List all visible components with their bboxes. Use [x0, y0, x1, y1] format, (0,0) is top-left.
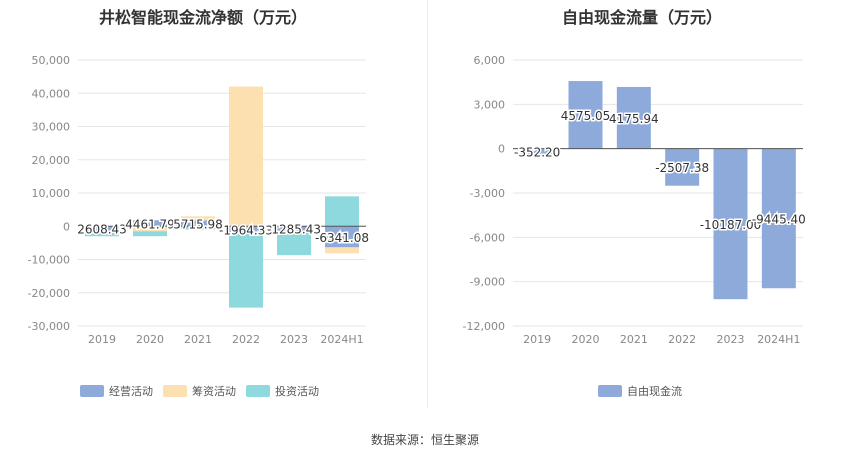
bar [616, 86, 651, 149]
x-tick-label: 2024H1 [320, 333, 363, 346]
bar [325, 196, 359, 227]
bar [520, 148, 555, 154]
data-label: -6341.08 [315, 231, 369, 245]
panel-divider [427, 0, 428, 408]
bar [568, 81, 603, 149]
legend-item[interactable]: 筹资活动 [163, 383, 236, 399]
x-tick-label: 2023 [280, 333, 308, 346]
data-label: 4575.05 [561, 109, 611, 123]
y-tick-label: 0 [63, 220, 70, 233]
bar [133, 226, 167, 232]
y-tick-label: -30,000 [28, 320, 70, 333]
y-tick-label: -6,000 [470, 231, 505, 244]
y-tick-label: 10,000 [32, 187, 71, 200]
legend-item[interactable]: 自由现金流 [598, 383, 682, 399]
y-tick-label: 0 [498, 143, 505, 156]
legend-label: 筹资活动 [192, 385, 236, 398]
legend-item[interactable]: 投资活动 [246, 383, 319, 399]
data-label: 4175.94 [609, 112, 659, 126]
bar [85, 226, 119, 232]
y-tick-label: 30,000 [32, 121, 71, 134]
cash-flow-net-chart: -30,000 -20,000 -10,000 0 10,000 20,000 30,000… [28, 54, 371, 346]
y-tick-label: -20,000 [28, 287, 70, 300]
legend-swatch [598, 385, 622, 397]
y-tick-label: 20,000 [32, 154, 71, 167]
data-label: 4461.79 [125, 217, 175, 231]
bar [713, 148, 748, 300]
y-tick-label: -9,000 [470, 276, 505, 289]
y-tick-label: -3,000 [470, 187, 505, 200]
left-chart-title: 井松智能现金流净额（万元） [98, 8, 308, 27]
data-label: -9445.40 [752, 212, 806, 226]
data-label: 2608.43 [77, 223, 127, 237]
y-tick-label: 40,000 [32, 87, 71, 100]
bar [277, 232, 311, 256]
x-tick-label: 2022 [668, 333, 696, 346]
data-label: -1964.33 [219, 224, 273, 238]
data-label: 5715.98 [173, 217, 223, 231]
bar [181, 220, 215, 227]
left-chart-legend: 经营活动 筹资活动 投资活动 [80, 383, 329, 399]
x-tick-label: 2021 [620, 333, 648, 346]
legend-item[interactable]: 经营活动 [80, 383, 153, 399]
x-tick-label: 2022 [232, 333, 260, 346]
legend-label: 投资活动 [275, 385, 319, 398]
bar [325, 247, 359, 254]
data-label: -1285.43 [267, 222, 321, 236]
x-tick-label: 2019 [88, 333, 116, 346]
y-tick-label: 6,000 [474, 54, 506, 67]
legend-swatch [163, 385, 187, 397]
bar [229, 232, 263, 308]
bar [229, 86, 263, 227]
bar [133, 231, 167, 237]
legend-swatch [80, 385, 104, 397]
right-chart-legend: 自由现金流 [598, 383, 692, 399]
free-cash-flow-chart: -12,000 -9,000 -6,000 -3,000 0 3,000 6,000 2019… [463, 54, 808, 346]
legend-label: 经营活动 [109, 385, 153, 398]
x-tick-label: 2020 [572, 333, 600, 346]
y-tick-label: 3,000 [474, 98, 506, 111]
y-tick-label: 50,000 [32, 54, 71, 67]
bar [133, 220, 167, 227]
y-tick-label: -10,000 [28, 254, 70, 267]
bar [229, 226, 263, 233]
bar [181, 216, 215, 221]
bar [761, 148, 796, 289]
legend-swatch [246, 385, 270, 397]
right-chart-title: 自由现金流量（万元） [561, 8, 723, 27]
x-tick-label: 2020 [136, 333, 164, 346]
bar [277, 230, 311, 233]
data-label: -352.20 [514, 145, 560, 159]
x-tick-label: 2021 [184, 333, 212, 346]
y-tick-label: -12,000 [463, 320, 505, 333]
data-source-note: 数据来源：恒生聚源 [370, 433, 479, 447]
bar [85, 232, 119, 237]
data-label: -2507.38 [655, 161, 709, 175]
legend-label: 自由现金流 [627, 385, 682, 398]
data-label: -10187.00 [700, 218, 762, 232]
bar [181, 226, 215, 230]
bar [85, 231, 119, 233]
x-tick-label: 2024H1 [757, 333, 800, 346]
bar [277, 226, 311, 231]
x-tick-label: 2023 [717, 333, 745, 346]
bar [665, 148, 700, 186]
bar [325, 226, 359, 248]
x-tick-label: 2019 [523, 333, 551, 346]
